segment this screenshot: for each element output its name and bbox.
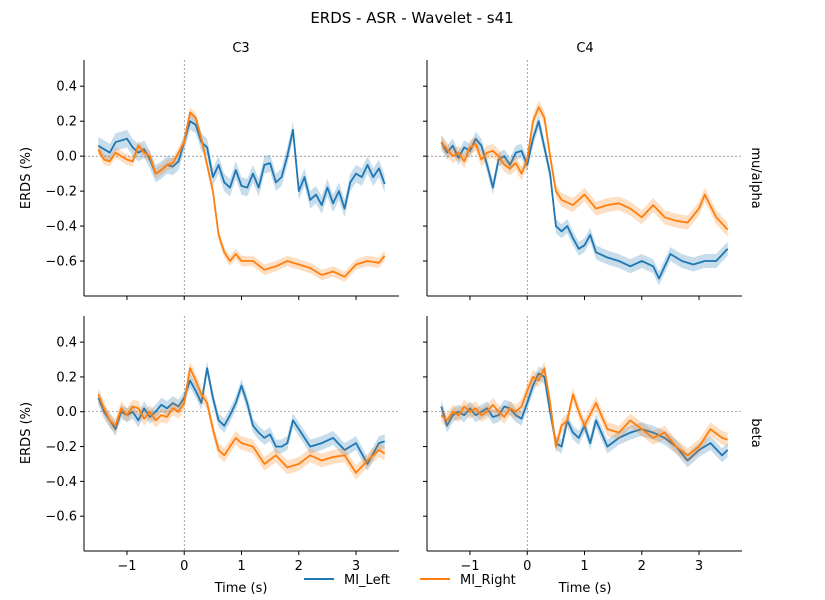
y-tick-label-c3-mu-alpha-4: −0.4 xyxy=(45,220,77,235)
line-mi-right-c4-beta xyxy=(440,367,728,457)
legend-label-mi-right: MI_Right xyxy=(460,573,516,588)
band-mi-left-c3-mu-alpha xyxy=(98,112,385,218)
y-tick-label-c3-beta-5: −0.6 xyxy=(45,510,77,525)
column-title-c3: C3 xyxy=(232,41,249,56)
line-mi-left-c3-beta xyxy=(97,367,385,465)
line-mi-left-c4-mu-alpha xyxy=(440,120,729,280)
band-mi-left-c3-beta xyxy=(98,361,385,471)
line-mi-right-c3-mu-alpha xyxy=(97,111,386,278)
figure-title: ERDS - ASR - Wavelet - s41 xyxy=(310,9,513,27)
row-label-beta: beta xyxy=(748,418,763,447)
panel-c4-beta: −1 0 1 2 3 xyxy=(423,316,742,574)
y-tick-label-c3-beta-2: 0.0 xyxy=(56,405,77,420)
line-mi-right-c4-mu-alpha xyxy=(440,106,729,231)
legend-label-mi-left: MI_Left xyxy=(344,573,390,588)
y-tick-label-c3-mu-alpha-2: 0.0 xyxy=(56,150,77,165)
x-tick-label-c4-beta-2: 1 xyxy=(580,559,588,574)
y-axis-label-bottom: ERDS (%) xyxy=(19,402,34,464)
y-tick-label-c3-mu-alpha-3: −0.2 xyxy=(45,185,77,200)
x-tick-label-c3-beta-3: 2 xyxy=(295,559,303,574)
x-tick-label-c3-beta-1: 0 xyxy=(180,559,188,574)
x-axis-label-left: Time (s) xyxy=(214,581,268,596)
panel-c3-beta: 0.4 0.2 0.0 −0.2 −0.4 −0.6 −1 0 1 2 3 xyxy=(45,316,399,574)
y-tick-label-c3-beta-0: 0.4 xyxy=(56,336,77,351)
y-tick-label-c3-mu-alpha-5: −0.6 xyxy=(45,255,77,270)
x-tick-label-c4-beta-1: 0 xyxy=(523,559,531,574)
x-axis-label-right: Time (s) xyxy=(558,581,612,596)
x-tick-label-c3-beta-0: −1 xyxy=(117,559,136,574)
y-tick-label-c3-beta-4: −0.4 xyxy=(45,475,77,490)
line-mi-right-c3-beta xyxy=(97,367,386,474)
row-label-mu-alpha: mu/alpha xyxy=(748,147,763,208)
panel-c4-mu-alpha xyxy=(423,60,742,300)
y-axis-label-top: ERDS (%) xyxy=(19,147,34,209)
y-tick-label-c3-mu-alpha-0: 0.4 xyxy=(56,80,77,95)
y-tick-label-c3-beta-1: 0.2 xyxy=(56,370,77,385)
column-title-c4: C4 xyxy=(576,41,593,56)
x-tick-label-c3-beta-2: 1 xyxy=(237,559,245,574)
x-tick-label-c3-beta-4: 3 xyxy=(352,559,360,574)
x-tick-label-c4-beta-3: 2 xyxy=(638,559,646,574)
x-tick-label-c4-beta-4: 3 xyxy=(695,559,703,574)
x-tick-label-c4-beta-0: −1 xyxy=(460,559,479,574)
band-mi-right-c4-mu-alpha xyxy=(441,100,728,237)
band-mi-right-c3-beta xyxy=(98,361,385,480)
y-tick-label-c3-mu-alpha-1: 0.2 xyxy=(56,115,77,130)
band-mi-left-c4-beta xyxy=(441,366,728,468)
panels-group: 0.4 0.2 0.0 −0.2 −0.4 −0.6 0.4 0.2 0.0 −0.2 −0.4 −0… xyxy=(45,60,742,574)
y-tick-label-c3-beta-3: −0.2 xyxy=(45,440,77,455)
legend: MI_Left MI_Right xyxy=(304,573,516,588)
panel-c3-mu-alpha: 0.4 0.2 0.0 −0.2 −0.4 −0.6 xyxy=(45,60,399,300)
